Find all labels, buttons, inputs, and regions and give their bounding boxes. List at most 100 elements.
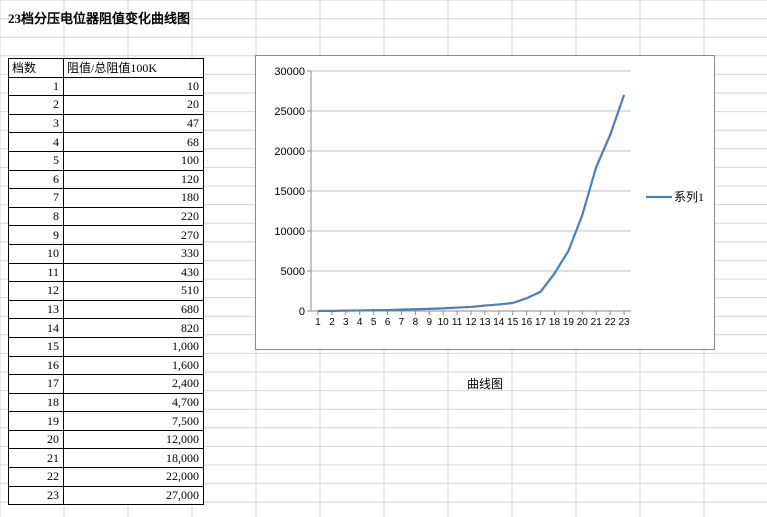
table-row: 151,000 — [9, 337, 204, 356]
svg-text:0: 0 — [299, 306, 305, 318]
cell-value: 27,000 — [64, 486, 204, 505]
table-row: 14820 — [9, 319, 204, 338]
table-header-row: 档数 阻值/总阻值100K — [9, 59, 204, 78]
table-row: 468 — [9, 133, 204, 152]
line-chart: 0500010000150002000025000300001234567891… — [255, 55, 715, 350]
svg-text:22: 22 — [605, 317, 617, 328]
table-row: 2222,000 — [9, 468, 204, 487]
cell-index: 3 — [9, 114, 64, 133]
cell-index: 8 — [9, 207, 64, 226]
cell-index: 22 — [9, 468, 64, 487]
cell-index: 14 — [9, 319, 64, 338]
table-row: 2118,000 — [9, 449, 204, 468]
svg-text:11: 11 — [452, 317, 463, 328]
svg-text:12: 12 — [465, 317, 477, 328]
cell-value: 100 — [64, 151, 204, 170]
svg-text:20000: 20000 — [274, 146, 305, 158]
cell-index: 19 — [9, 412, 64, 431]
cell-value: 220 — [64, 207, 204, 226]
svg-text:1: 1 — [315, 317, 321, 328]
svg-text:18: 18 — [549, 317, 561, 328]
svg-text:15000: 15000 — [274, 186, 305, 198]
table-row: 7180 — [9, 189, 204, 208]
table-row: 13680 — [9, 300, 204, 319]
table-row: 184,700 — [9, 393, 204, 412]
svg-text:15: 15 — [507, 317, 519, 328]
table-row: 5100 — [9, 151, 204, 170]
svg-text:9: 9 — [426, 317, 432, 328]
cell-value: 12,000 — [64, 430, 204, 449]
cell-value: 1,600 — [64, 356, 204, 375]
cell-index: 12 — [9, 282, 64, 301]
svg-text:5: 5 — [371, 317, 377, 328]
table-row: 12510 — [9, 282, 204, 301]
column-header-value: 阻值/总阻值100K — [64, 59, 204, 78]
table-row: 11430 — [9, 263, 204, 282]
table-row: 6120 — [9, 170, 204, 189]
cell-index: 7 — [9, 189, 64, 208]
cell-value: 180 — [64, 189, 204, 208]
cell-value: 120 — [64, 170, 204, 189]
cell-value: 820 — [64, 319, 204, 338]
cell-index: 13 — [9, 300, 64, 319]
cell-value: 22,000 — [64, 468, 204, 487]
svg-text:20: 20 — [577, 317, 589, 328]
svg-text:2: 2 — [329, 317, 335, 328]
cell-value: 270 — [64, 226, 204, 245]
cell-index: 10 — [9, 244, 64, 263]
svg-text:13: 13 — [479, 317, 491, 328]
svg-text:8: 8 — [413, 317, 419, 328]
chart-caption: 曲线图 — [255, 375, 715, 392]
svg-text:10000: 10000 — [274, 226, 305, 238]
svg-text:17: 17 — [535, 317, 547, 328]
cell-index: 23 — [9, 486, 64, 505]
table-row: 110 — [9, 77, 204, 96]
cell-value: 18,000 — [64, 449, 204, 468]
table-row: 197,500 — [9, 412, 204, 431]
cell-index: 18 — [9, 393, 64, 412]
legend-label: 系列1 — [674, 188, 704, 205]
svg-text:23: 23 — [618, 317, 630, 328]
table-row: 2327,000 — [9, 486, 204, 505]
svg-text:21: 21 — [591, 317, 603, 328]
cell-index: 20 — [9, 430, 64, 449]
resistance-data-table: 档数 阻值/总阻值100K 11022034746851006120718082… — [8, 58, 204, 505]
table-row: 347 — [9, 114, 204, 133]
cell-index: 15 — [9, 337, 64, 356]
cell-value: 7,500 — [64, 412, 204, 431]
svg-text:6: 6 — [385, 317, 391, 328]
svg-text:19: 19 — [563, 317, 575, 328]
svg-text:3: 3 — [343, 317, 349, 328]
cell-index: 21 — [9, 449, 64, 468]
svg-text:16: 16 — [521, 317, 533, 328]
table-row: 8220 — [9, 207, 204, 226]
cell-index: 16 — [9, 356, 64, 375]
table-row: 161,600 — [9, 356, 204, 375]
table-row: 172,400 — [9, 375, 204, 394]
svg-text:5000: 5000 — [281, 266, 305, 278]
cell-value: 430 — [64, 263, 204, 282]
legend-line-icon — [646, 192, 672, 202]
page-title: 23档分压电位器阻值变化曲线图 — [8, 8, 190, 27]
cell-index: 6 — [9, 170, 64, 189]
cell-value: 4,700 — [64, 393, 204, 412]
svg-text:4: 4 — [357, 317, 363, 328]
cell-index: 11 — [9, 263, 64, 282]
svg-text:30000: 30000 — [274, 66, 305, 78]
cell-index: 2 — [9, 96, 64, 115]
svg-text:25000: 25000 — [274, 106, 305, 118]
cell-index: 4 — [9, 133, 64, 152]
cell-index: 17 — [9, 375, 64, 394]
cell-index: 9 — [9, 226, 64, 245]
cell-value: 20 — [64, 96, 204, 115]
cell-value: 680 — [64, 300, 204, 319]
cell-value: 2,400 — [64, 375, 204, 394]
table-row: 2012,000 — [9, 430, 204, 449]
table-row: 10330 — [9, 244, 204, 263]
cell-value: 1,000 — [64, 337, 204, 356]
chart-legend: 系列1 — [646, 188, 704, 205]
svg-text:10: 10 — [438, 317, 450, 328]
cell-value: 10 — [64, 77, 204, 96]
table-body: 1102203474685100612071808220927010330114… — [9, 77, 204, 505]
table-row: 220 — [9, 96, 204, 115]
